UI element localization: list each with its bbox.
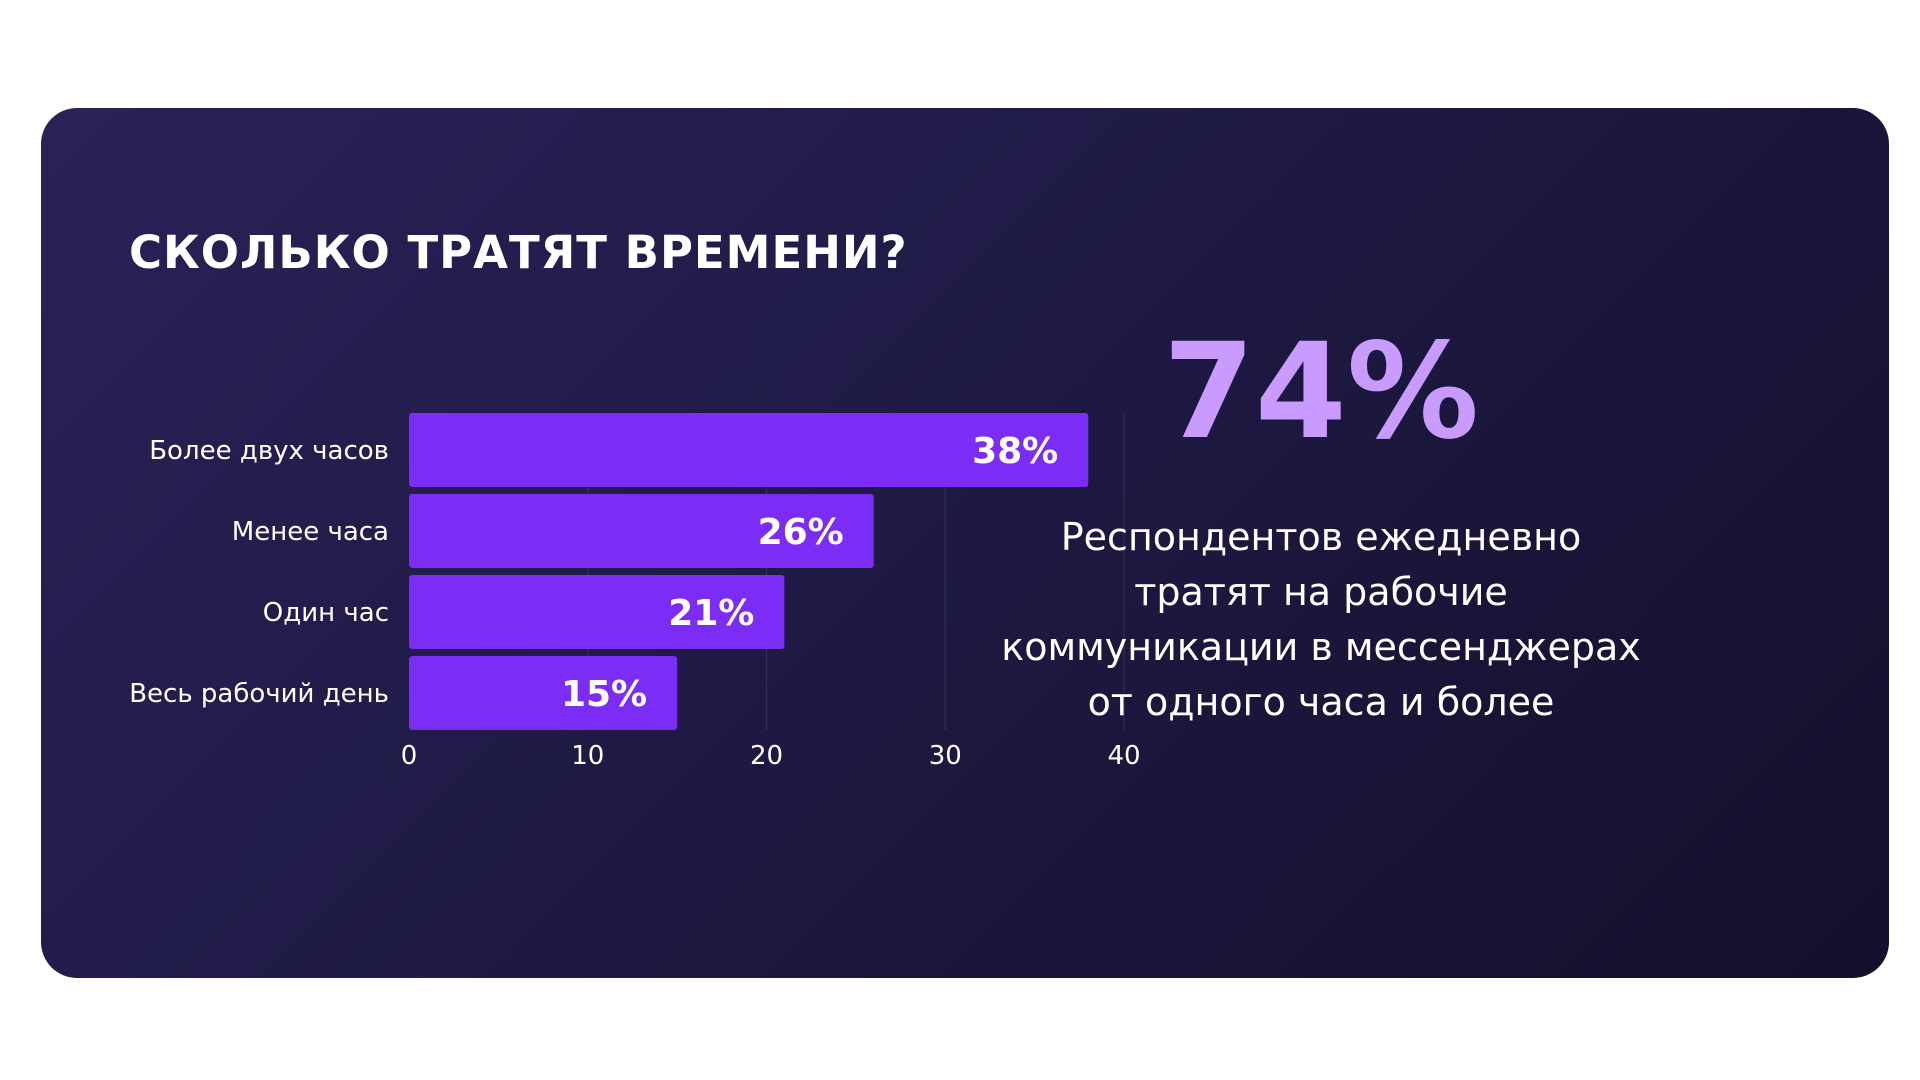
bar <box>409 413 1089 487</box>
category-label: Более двух часов <box>149 436 389 466</box>
bar-value-label: 21% <box>668 593 754 634</box>
x-tick-label: 10 <box>571 741 604 771</box>
chart-title: СКОЛЬКО ТРАТЯТ ВРЕМЕНИ? <box>129 226 908 279</box>
bar <box>409 494 874 568</box>
bar <box>409 575 785 649</box>
stat-caption-line: от одного часа и более <box>1087 680 1555 724</box>
bar-value-label: 26% <box>758 512 844 553</box>
stat-caption: Респондентов ежедневно тратят на рабочие… <box>911 510 1731 730</box>
bar-chart: 0 10 20 30 40 Более двух часов 38% Менее часа 26… <box>129 413 1141 771</box>
x-tick-label: 40 <box>1107 741 1140 771</box>
category-label: Менее часа <box>232 517 389 547</box>
x-tick-label: 0 <box>401 741 418 771</box>
stat-caption-line: Респондентов ежедневно <box>1060 515 1582 559</box>
bar-value-label: 15% <box>561 674 647 715</box>
stat-caption-line: коммуникации в мессенджерах <box>1001 625 1641 669</box>
stat-caption-line: тратят на рабочие <box>1134 570 1508 614</box>
stats-card: СКОЛЬКО ТРАТЯТ ВРЕМЕНИ? 0 10 20 30 40 Более д… <box>41 108 1889 978</box>
category-label: Один час <box>263 598 389 628</box>
bar-value-label: 38% <box>972 431 1058 472</box>
category-label: Весь рабочий день <box>129 679 389 709</box>
x-tick-label: 30 <box>929 741 962 771</box>
x-tick-label: 20 <box>750 741 783 771</box>
headline-percentage: 74% <box>1163 315 1479 469</box>
bar <box>409 656 678 730</box>
